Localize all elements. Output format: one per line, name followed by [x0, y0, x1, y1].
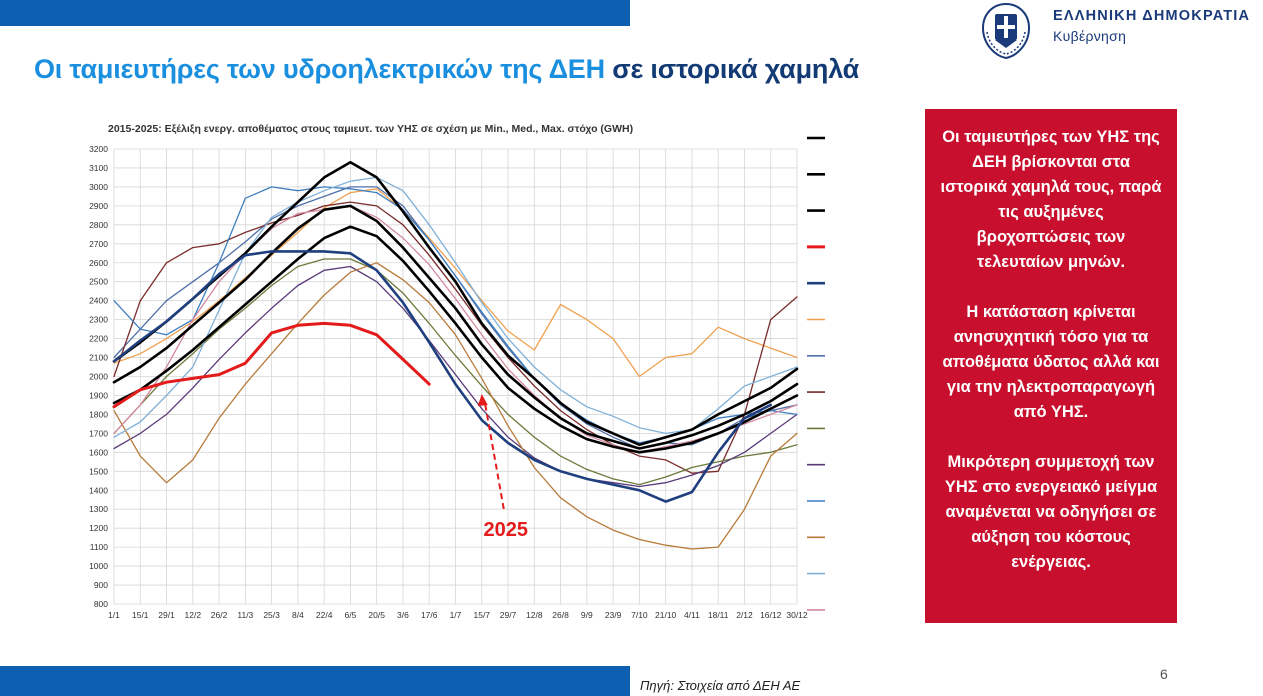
x-tick-label: 15/7	[473, 610, 490, 620]
x-tick-label: 1/7	[450, 610, 462, 620]
x-tick-label: 9/9	[581, 610, 593, 620]
info-box: Οι ταμιευτήρες των ΥΗΣ της ΔΕΗ βρίσκοντα…	[925, 109, 1177, 623]
series-line-2024	[112, 250, 773, 503]
y-tick-label: 1000	[89, 561, 108, 571]
y-tick-label: 2700	[89, 239, 108, 249]
y-tick-label: 2900	[89, 201, 108, 211]
reservoir-line-chart: 800 900 1000 1100 1200 1300 1400 1500 1600 1700 18…	[89, 136, 825, 620]
page-number: 6	[1160, 666, 1168, 682]
x-tick-label: 12/8	[526, 610, 543, 620]
y-tick-label: 1400	[89, 485, 108, 495]
y-tick-label: 2500	[89, 277, 108, 287]
chart-grid	[113, 148, 798, 605]
x-tick-label: 29/7	[500, 610, 517, 620]
x-tick-label: 15/1	[132, 610, 149, 620]
x-tick-label: 26/8	[552, 610, 569, 620]
x-tick-label: 11/3	[237, 610, 253, 620]
y-tick-label: 3200	[89, 144, 108, 154]
chart-annotation: 2025	[477, 393, 529, 541]
y-tick-label: 1900	[89, 390, 108, 400]
y-tick-label: 1200	[89, 523, 108, 533]
series-line-2015	[113, 205, 798, 453]
x-tick-label: 23/9	[605, 610, 622, 620]
x-tick-label: 29/1	[158, 610, 175, 620]
greek-coat-of-arms-icon	[981, 2, 1031, 60]
source-note: Πηγή: Στοιχεία από ΔΕΗ ΑΕ	[640, 678, 801, 693]
x-tick-label: 20/5	[368, 610, 385, 620]
y-tick-label: 3100	[89, 163, 108, 173]
series-line-2017	[113, 262, 798, 550]
series-line-2020	[113, 258, 798, 486]
x-tick-label: 26/2	[211, 610, 228, 620]
x-tick-label: 25/3	[263, 610, 280, 620]
bottom-accent-bar	[0, 666, 630, 696]
y-tick-label: 1500	[89, 466, 108, 476]
y-tick-label: 1700	[89, 428, 108, 438]
info-paragraph-2: Η κατάσταση κρίνεται ανησυχητική τόσο γι…	[942, 303, 1160, 421]
annotation-arrow	[483, 401, 505, 510]
y-tick-label: 1300	[89, 504, 108, 514]
x-tick-label: 16/12	[760, 610, 782, 620]
x-tick-label: 30/12	[786, 610, 808, 620]
x-tick-label: 6/5	[345, 610, 357, 620]
x-tick-label: 8/4	[292, 610, 304, 620]
x-tick-label: 7/10	[631, 610, 648, 620]
y-tick-label: 2400	[89, 296, 108, 306]
x-tick-label: 18/11	[708, 610, 729, 620]
x-tick-label: 4/11	[684, 610, 700, 620]
chart-series	[112, 160, 799, 550]
y-tick-label: 900	[94, 580, 108, 590]
y-tick-label: 1100	[90, 542, 109, 552]
x-tick-label: 2/12	[736, 610, 753, 620]
y-tick-label: 1600	[89, 447, 108, 457]
y-tick-label: 2100	[89, 353, 108, 363]
x-tick-label: 22/4	[316, 610, 333, 620]
series-line-med	[112, 204, 799, 450]
y-tick-label: 2600	[89, 258, 108, 268]
y-axis-tick-labels: 800 900 1000 1100 1200 1300 1400 1500 1600 1700 18…	[89, 144, 108, 609]
x-tick-label: 21/10	[655, 610, 677, 620]
page-title-main: Οι ταμιευτήρες των υδροηλεκτρικών της ΔΕ…	[34, 54, 605, 84]
x-tick-label: 1/1	[108, 610, 120, 620]
y-tick-label: 3000	[89, 182, 108, 192]
x-tick-label: 17/6	[421, 610, 438, 620]
series-line-max	[112, 225, 799, 454]
page-title-highlight: σε ιστορικά χαμηλά	[612, 54, 860, 84]
government-name: ΕΛΛΗΝΙΚΗ ΔΗΜΟΚΡΑΤΙΑ	[1053, 8, 1251, 24]
y-tick-label: 2300	[89, 315, 108, 325]
y-tick-label: 2000	[89, 372, 108, 382]
info-paragraph-1: Οι ταμιευτήρες των ΥΗΣ της ΔΕΗ βρίσκοντα…	[940, 128, 1162, 271]
x-tick-label: 3/6	[397, 610, 409, 620]
series-line-2019	[113, 265, 798, 488]
series-line-2023	[113, 188, 798, 378]
y-tick-label: 2800	[89, 220, 108, 230]
annotation-arrowhead	[477, 393, 488, 406]
series-line-2025	[112, 321, 431, 409]
x-axis-tick-labels: 1/1 15/1 29/1 12/2 26/2 11/3 25/3 8/4 22/4 6/5 20/…	[108, 610, 808, 620]
y-tick-label: 2200	[89, 334, 108, 344]
y-tick-label: 800	[94, 599, 108, 609]
government-subtitle: Κυβέρνηση	[1053, 28, 1127, 44]
chart-title: 2015-2025: Εξέλιξη ενεργ. αποθέματος στο…	[108, 123, 634, 135]
chart-legend: Min.Med.Max.2025202420232022202120202019…	[807, 136, 825, 611]
page-title: Οι ταμιευτήρες των υδροηλεκτρικών της ΔΕ…	[34, 54, 859, 85]
y-tick-label: 1800	[89, 409, 108, 419]
annotation-label-2025: 2025	[484, 519, 529, 541]
info-paragraph-3: Μικρότερη συμμετοχή των ΥΗΣ στο ενεργεια…	[944, 453, 1158, 571]
x-tick-label: 12/2	[185, 610, 202, 620]
top-accent-bar	[0, 0, 630, 26]
